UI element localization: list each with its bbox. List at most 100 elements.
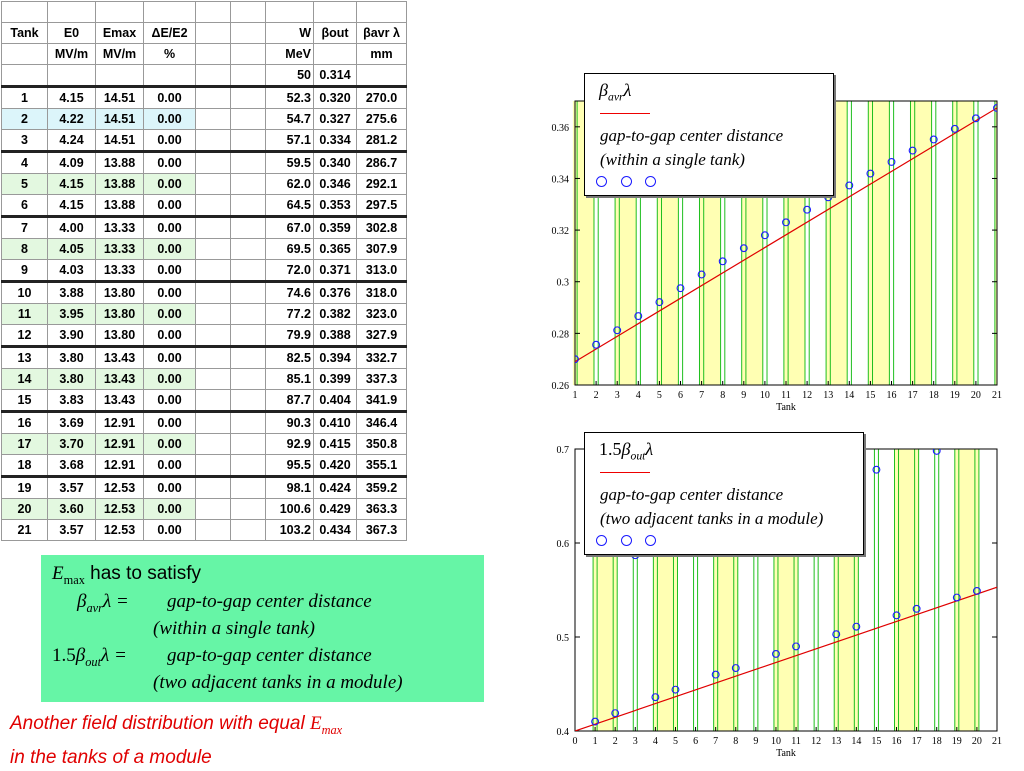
table-cell: 4.15 xyxy=(47,194,96,217)
table-cell: 313.0 xyxy=(356,259,407,282)
data-point xyxy=(711,670,720,679)
x-axis-label: Tank xyxy=(776,748,796,759)
x-tick-label: 1 xyxy=(573,390,578,401)
table-cell: 98.1 xyxy=(265,475,314,499)
data-point xyxy=(634,312,643,321)
condition-beta-avr-text: gap-to-gap center distance xyxy=(167,591,372,612)
table-cell: 0.334 xyxy=(313,129,357,152)
y-tick-label: 0.32 xyxy=(552,226,570,237)
table-cell: βavr λ xyxy=(356,22,407,44)
table-cell: 359.2 xyxy=(356,475,407,499)
table-cell: 4.03 xyxy=(47,259,96,282)
data-point xyxy=(972,586,981,595)
table-cell: 4 xyxy=(1,150,48,174)
data-point xyxy=(912,604,921,613)
table-cell: 0.00 xyxy=(143,368,196,390)
data-point xyxy=(908,146,917,155)
table-cell: 0.346 xyxy=(313,173,357,195)
table-cell: 2 xyxy=(1,108,48,130)
table-cell: 4.00 xyxy=(47,215,96,239)
x-tick-label: 14 xyxy=(844,390,854,401)
table-row: 18 3.68 12.91 0.00 95.5 0.420 355.1 xyxy=(1,454,407,477)
table-cell: 0.388 xyxy=(313,324,357,347)
table-cell: 54.7 xyxy=(265,108,314,130)
table-cell: 82.5 xyxy=(265,345,314,369)
table-cell xyxy=(195,43,231,65)
table-cell: 0.00 xyxy=(143,215,196,239)
table-cell: 21 xyxy=(1,519,48,541)
table-cell: 3.80 xyxy=(47,345,96,369)
chart-band xyxy=(952,101,974,385)
table-cell: 275.6 xyxy=(356,108,407,130)
y-tick-label: 0.28 xyxy=(552,329,570,340)
table-cell: 0.00 xyxy=(143,475,196,499)
table-cell: 13.80 xyxy=(95,280,144,304)
table-row: 17 3.70 12.91 0.00 92.9 0.415 350.8 xyxy=(1,433,407,455)
x-tick-label: 7 xyxy=(713,736,718,747)
table-cell xyxy=(230,1,266,23)
x-tick-label: 21 xyxy=(992,736,1002,747)
table-cell: 12.53 xyxy=(95,475,144,499)
table-cell: 13 xyxy=(1,345,48,369)
table-cell: 12.91 xyxy=(95,433,144,455)
table-cell: Tank xyxy=(1,22,48,44)
table-cell xyxy=(230,345,266,369)
table-cell: 0.00 xyxy=(143,150,196,174)
table-cell: ΔE/E2 xyxy=(143,22,196,44)
chart-band xyxy=(894,449,919,731)
table-cell xyxy=(313,43,357,65)
chart2-legend-line-sample xyxy=(600,472,650,473)
data-point xyxy=(892,611,901,620)
table-row: 16 3.69 12.91 0.00 90.3 0.410 346.4 xyxy=(1,410,407,434)
table-cell: 0.00 xyxy=(143,410,196,434)
table-cell xyxy=(195,85,231,109)
table-cell xyxy=(195,303,231,325)
table-cell: 0.424 xyxy=(313,475,357,499)
table-row: 11 3.95 13.80 0.00 77.2 0.382 323.0 xyxy=(1,303,407,325)
table-cell xyxy=(195,519,231,541)
chart1-legend-marker xyxy=(645,176,656,187)
data-point xyxy=(971,114,980,123)
table-cell xyxy=(195,194,231,217)
table-cell xyxy=(230,324,266,347)
table-cell xyxy=(195,475,231,499)
table-cell xyxy=(230,410,266,434)
table-cell: 0.00 xyxy=(143,389,196,412)
table-cell: 350.8 xyxy=(356,433,407,455)
data-point xyxy=(950,124,959,133)
data-point xyxy=(772,649,780,658)
table-cell: mm xyxy=(356,43,407,65)
table-row: 5 4.15 13.88 0.00 62.0 0.346 292.1 xyxy=(1,173,407,195)
table-cell: 20 xyxy=(1,498,48,520)
table-cell xyxy=(230,215,266,239)
x-tick-label: 10 xyxy=(760,390,770,401)
table-cell: 297.5 xyxy=(356,194,407,217)
chart2-legend-symbol: 1.5βoutλ xyxy=(599,439,653,463)
data-point xyxy=(832,630,841,639)
data-point xyxy=(845,181,854,190)
table-cell: 0.00 xyxy=(143,303,196,325)
table-cell xyxy=(195,498,231,520)
table-cell: 0.410 xyxy=(313,410,357,434)
table-cell xyxy=(230,108,266,130)
chart1-legend-marker xyxy=(596,176,607,187)
factor-1-5: 1.5 xyxy=(599,439,622,459)
chart-band xyxy=(868,101,890,385)
table-cell: 1 xyxy=(1,85,48,109)
table-cell: 17 xyxy=(1,433,48,455)
table-cell xyxy=(1,64,48,87)
table-cell xyxy=(230,259,266,282)
table-cell: 323.0 xyxy=(356,303,407,325)
caption-line-2: in the tanks of a module xyxy=(10,746,212,768)
table-cell: 0.00 xyxy=(143,259,196,282)
table-cell: 95.5 xyxy=(265,454,314,477)
table-cell: 13.43 xyxy=(95,368,144,390)
x-tick-label: 6 xyxy=(678,390,683,401)
table-cell: 6 xyxy=(1,194,48,217)
x-tick-label: 5 xyxy=(657,390,662,401)
table-cell: 59.5 xyxy=(265,150,314,174)
condition-box: Emax has to satisfy βavrλ = gap-to-gap c… xyxy=(41,555,484,702)
chart2-legend: 1.5βoutλ gap-to-gap center distance (two… xyxy=(584,432,864,555)
data-point xyxy=(872,465,881,474)
